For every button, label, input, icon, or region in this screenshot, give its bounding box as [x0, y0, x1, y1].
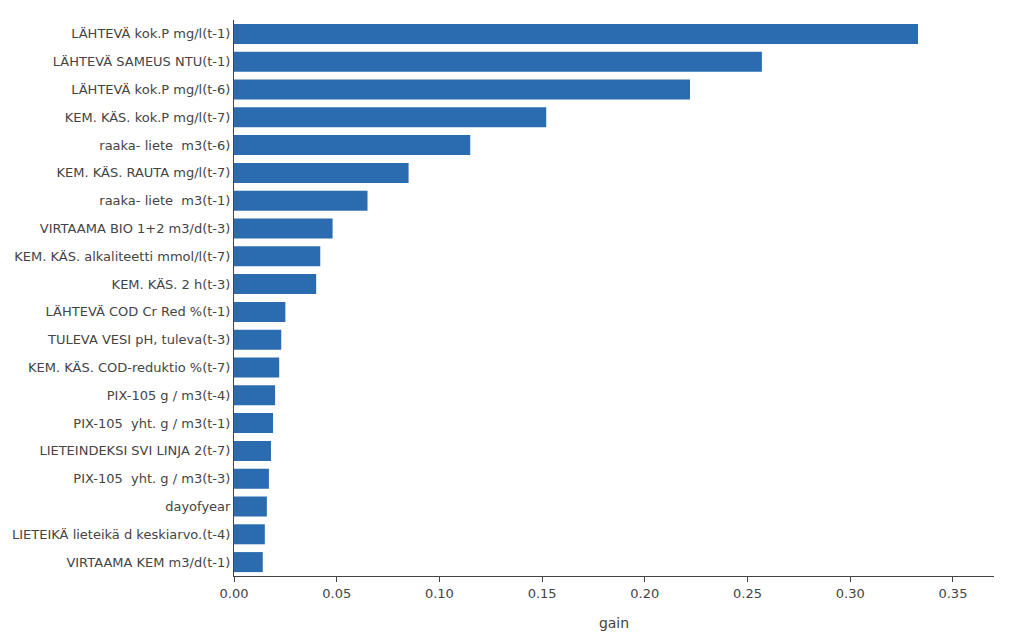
- svg-text:LÄHTEVÄ kok.P mg/l(t-1): LÄHTEVÄ kok.P mg/l(t-1): [71, 26, 230, 41]
- svg-text:0.35: 0.35: [938, 586, 967, 601]
- svg-text:KEM. KÄS. kok.P mg/l(t-7): KEM. KÄS. kok.P mg/l(t-7): [65, 110, 231, 125]
- svg-text:PIX-105 yht. g / m3(t-1): PIX-105 yht. g / m3(t-1): [73, 416, 230, 431]
- svg-text:VIRTAAMA KEM m3/d(t-1): VIRTAAMA KEM m3/d(t-1): [66, 555, 230, 570]
- svg-text:LÄHTEVÄ COD Cr Red %(t-1): LÄHTEVÄ COD Cr Red %(t-1): [46, 304, 231, 319]
- svg-text:0.30: 0.30: [836, 586, 865, 601]
- svg-text:PIX-105 g / m3(t-4): PIX-105 g / m3(t-4): [107, 388, 231, 403]
- svg-text:KEM. KÄS. alkaliteetti mmol/l(: KEM. KÄS. alkaliteetti mmol/l(t-7): [14, 249, 230, 264]
- svg-text:KEM. KÄS. RAUTA mg/l(t-7): KEM. KÄS. RAUTA mg/l(t-7): [56, 165, 230, 180]
- svg-text:VIRTAAMA BIO 1+2 m3/d(t-3): VIRTAAMA BIO 1+2 m3/d(t-3): [40, 221, 231, 236]
- svg-text:KEM. KÄS. 2 h(t-3): KEM. KÄS. 2 h(t-3): [112, 277, 231, 292]
- svg-text:0.05: 0.05: [322, 586, 351, 601]
- svg-text:TULEVA VESI pH, tuleva(t-3): TULEVA VESI pH, tuleva(t-3): [47, 332, 230, 347]
- svg-text:LIETEINDEKSI SVI LINJA 2(t-7): LIETEINDEKSI SVI LINJA 2(t-7): [39, 443, 230, 458]
- svg-text:PIX-105 yht. g / m3(t-3): PIX-105 yht. g / m3(t-3): [73, 471, 230, 486]
- svg-text:dayofyear: dayofyear: [165, 499, 231, 514]
- svg-text:raaka- liete m3(t-1): raaka- liete m3(t-1): [99, 193, 230, 208]
- svg-text:KEM. KÄS. COD-reduktio %(t-7): KEM. KÄS. COD-reduktio %(t-7): [28, 360, 230, 375]
- svg-text:gain: gain: [599, 615, 629, 631]
- svg-text:0.25: 0.25: [733, 586, 762, 601]
- svg-text:0.15: 0.15: [528, 586, 557, 601]
- svg-text:0.10: 0.10: [425, 586, 454, 601]
- svg-text:LIETEIKÄ lieteikä d keskiarvo.: LIETEIKÄ lieteikä d keskiarvo.(t-4): [12, 527, 230, 542]
- svg-text:0.00: 0.00: [220, 586, 249, 601]
- svg-text:raaka- liete m3(t-6): raaka- liete m3(t-6): [99, 138, 230, 153]
- svg-text:LÄHTEVÄ SAMEUS NTU(t-1): LÄHTEVÄ SAMEUS NTU(t-1): [53, 54, 231, 69]
- svg-text:LÄHTEVÄ kok.P mg/l(t-6): LÄHTEVÄ kok.P mg/l(t-6): [71, 82, 230, 97]
- svg-text:0.20: 0.20: [630, 586, 659, 601]
